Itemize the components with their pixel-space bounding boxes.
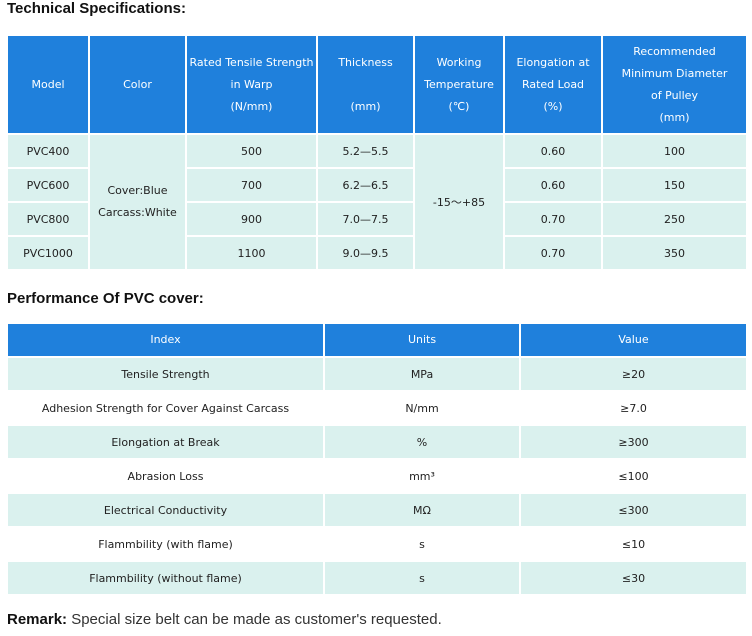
perf-row: Flammbility (without flame) s ≤30 [8,562,746,594]
spec-thickness: 7.0—7.5 [318,203,413,235]
spec-title: Technical Specifications: [7,0,186,17]
spec-model: PVC400 [8,135,88,167]
perf-index: Flammbility (with flame) [98,537,233,551]
remark-text: Special size belt can be made as custome… [67,611,442,628]
spec-pulley: 250 [603,203,746,235]
spec-header-line: (%) [543,99,563,113]
perf-units: s [325,562,519,594]
perf-row: Flammbility (with flame) s ≤10 [8,528,746,560]
spec-model: PVC1000 [8,237,88,269]
perf-value: ≤30 [521,562,746,594]
spec-header-line: (N/mm) [230,99,273,113]
perf-row: Elongation at Break% ≥300 [8,426,746,458]
spec-strength: 900 [187,203,316,235]
spec-header-line [318,74,413,96]
spec-model: PVC600 [8,169,88,201]
perf-value: ≤300 [521,494,746,526]
spec-header-line: in Warp [230,77,273,91]
perf-row: Adhesion Strength for Cover Against Carc… [8,392,746,424]
remark: Remark: Special size belt can be made as… [7,611,442,628]
perf-header-index: Index [8,324,323,356]
spec-header-line: Rated Tensile Strength [189,55,314,69]
spec-header: Working Temperature (℃) [415,36,503,133]
spec-color: Cover:Blue Carcass:White [90,135,185,269]
spec-pulley: 150 [603,169,746,201]
spec-header: Model [8,36,88,133]
spec-header-line: Elongation at [516,55,590,69]
spec-header-line: Rated Load [521,77,585,91]
spec-header-line: Minimum Diameter [621,66,728,80]
spec-header-line: Color [123,77,152,91]
spec-header: Recommended Minimum Diameter of Pulley (mm) [603,36,746,133]
remark-label: Remark: [7,611,68,628]
perf-title: Performance Of PVC cover: [7,290,204,307]
spec-model: PVC800 [8,203,88,235]
perf-value: ≤100 [618,469,649,483]
spec-header-line: (℃) [448,99,470,113]
spec-header: Rated Tensile Strength in Warp (N/mm) [187,36,316,133]
spec-header-line: Model [31,77,65,91]
perf-index: Abrasion Loss [127,469,204,483]
spec-header-line: of Pulley [651,88,698,102]
spec-header-line: (mm) [350,99,381,113]
perf-value: ≥7.0 [620,401,647,415]
spec-pulley: 100 [603,135,746,167]
spec-header-line: Thickness [338,55,393,69]
spec-elongation: 0.70 [505,237,601,269]
perf-value: ≥20 [521,358,746,390]
spec-row: PVC600 700 6.2—6.5 0.60 150 [8,169,746,201]
perf-units: MPa [325,358,519,390]
spec-thickness: 5.2—5.5 [318,135,413,167]
perf-header-value: Value [521,324,746,356]
perf-index: Electrical Conductivity [8,494,323,526]
perf-index: Tensile Strength [8,358,323,390]
perf-value: ≥300 [521,426,746,458]
spec-strength: 500 [187,135,316,167]
spec-pulley: 350 [603,237,746,269]
spec-thickness: 9.0—9.5 [318,237,413,269]
perf-row: Electrical Conductivity MΩ ≤300 [8,494,746,526]
perf-value: ≤10 [621,537,646,551]
spec-working-temp: -15～+85 [415,135,503,269]
color-carcass: Carcass:White [98,206,177,219]
spec-header-line: Recommended [633,44,716,58]
perf-units: N/mm [405,401,439,415]
perf-table: Index Units Value Tensile Strength MPa ≥20… [6,322,748,596]
perf-units: % [325,426,519,458]
spec-thickness: 6.2—6.5 [318,169,413,201]
spec-row: PVC1000 1100 9.0—9.5 0.70 350 [8,237,746,269]
perf-units: s [419,537,425,551]
spec-elongation: 0.60 [505,169,601,201]
spec-header: Elongation at Rated Load (%) [505,36,601,133]
perf-index: Flammbility (without flame) [8,562,323,594]
spec-row: PVC800 900 7.0—7.5 0.70 250 [8,203,746,235]
perf-row: Tensile Strength MPa ≥20 [8,358,746,390]
spec-header-line: (mm) [659,110,690,124]
spec-row: PVC400 Cover:Blue Carcass:White 500 5.2—5.5-… [8,135,746,269]
spec-header-line: Temperature [424,77,494,91]
perf-units: MΩ [325,494,519,526]
perf-index: Elongation at Break [8,426,323,458]
spec-table: Model Color Rated Tensile Strength in Warp (… [6,34,748,271]
color-cover: Cover:Blue [107,184,168,197]
spec-header: Color [90,36,185,133]
perf-row: Abrasion Loss mm³ ≤100 [8,460,746,492]
spec-strength: 700 [187,169,316,201]
spec-elongation: 0.60 [505,135,601,167]
spec-elongation: 0.70 [505,203,601,235]
perf-header-units: Units [325,324,519,356]
spec-strength: 1100 [187,237,316,269]
perf-index: Adhesion Strength for Cover Against Carc… [41,401,290,415]
spec-header-line: Working [436,55,482,69]
spec-header: Thickness (mm) [318,36,413,133]
perf-units: mm³ [409,469,435,483]
